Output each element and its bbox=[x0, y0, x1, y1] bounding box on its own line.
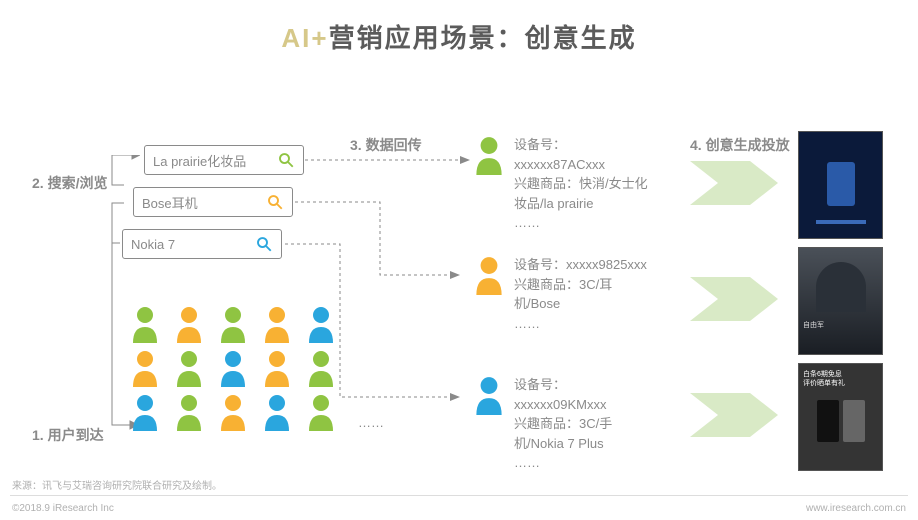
website: www.iresearch.com.cn bbox=[806, 503, 906, 514]
ad-creative-3: 白条6期免息评价晒单有礼 bbox=[798, 363, 883, 471]
search-text: Bose耳机 bbox=[142, 193, 266, 212]
source-text: 来源：讯飞与艾瑞咨询研究院联合研究及绘制。 bbox=[12, 477, 222, 492]
copyright: ©2018.9 iResearch Inc bbox=[12, 503, 114, 514]
device-id: 设备号：xxxxxx09KMxxx bbox=[514, 375, 654, 414]
page-title: AI+营销应用场景：创意生成 bbox=[0, 0, 918, 55]
ad-creative-2: 自由军 bbox=[798, 247, 883, 355]
person-icon bbox=[174, 305, 204, 343]
title-part1: AI+ bbox=[281, 23, 328, 53]
step-3-label: 3. 数据回传 bbox=[350, 135, 422, 155]
search-icon bbox=[255, 235, 273, 253]
interest: 兴趣商品：3C/手机/Nokia 7 Plus bbox=[514, 414, 654, 453]
search-text: La prairie化妆品 bbox=[153, 151, 277, 170]
connector-1 bbox=[300, 153, 500, 173]
chevron-arrow-3 bbox=[690, 393, 780, 437]
divider bbox=[10, 495, 908, 496]
profile-2: 设备号：xxxxx9825xxx兴趣商品：3C/耳机/Bose…… bbox=[472, 255, 654, 333]
person-icon bbox=[174, 393, 204, 431]
search-box-1: La prairie化妆品 bbox=[144, 145, 304, 175]
interest: 兴趣商品：快消/女士化妆品/la prairie bbox=[514, 174, 654, 213]
step-4-label: 4. 创意生成投放 bbox=[690, 135, 790, 155]
person-icon bbox=[130, 349, 160, 387]
step-1-label: 1. 用户到达 bbox=[32, 425, 104, 445]
title-part2: 营销应用场景：创意生成 bbox=[329, 23, 637, 53]
person-icon bbox=[472, 135, 506, 175]
more: …… bbox=[514, 213, 654, 233]
diagram-content: 2. 搜索/浏览 1. 用户到达 3. 数据回传 4. 创意生成投放 La pr… bbox=[0, 65, 918, 505]
search-text: Nokia 7 bbox=[131, 237, 255, 252]
connector-3 bbox=[280, 239, 490, 419]
chevron-arrow-2 bbox=[690, 277, 780, 321]
profile-3: 设备号：xxxxxx09KMxxx兴趣商品：3C/手机/Nokia 7 Plus… bbox=[472, 375, 654, 473]
ad-creative-1 bbox=[798, 131, 883, 239]
step-2-label: 2. 搜索/浏览 bbox=[32, 173, 107, 193]
search-box-2: Bose耳机 bbox=[133, 187, 293, 217]
person-icon bbox=[218, 393, 248, 431]
profile-1: 设备号：xxxxxx87ACxxx兴趣商品：快消/女士化妆品/la prairi… bbox=[472, 135, 654, 233]
person-icon bbox=[130, 393, 160, 431]
person-icon bbox=[472, 375, 506, 415]
chevron-arrow-1 bbox=[690, 161, 780, 205]
search-icon bbox=[266, 193, 284, 211]
person-icon bbox=[130, 305, 160, 343]
search-icon bbox=[277, 151, 295, 169]
more: …… bbox=[514, 453, 654, 473]
person-icon bbox=[174, 349, 204, 387]
person-icon bbox=[218, 305, 248, 343]
person-icon bbox=[218, 349, 248, 387]
interest: 兴趣商品：3C/耳机/Bose bbox=[514, 275, 654, 314]
person-icon bbox=[472, 255, 506, 295]
more: …… bbox=[514, 314, 654, 334]
device-id: 设备号：xxxxxx87ACxxx bbox=[514, 135, 654, 174]
search-box-3: Nokia 7 bbox=[122, 229, 282, 259]
device-id: 设备号：xxxxx9825xxx bbox=[514, 255, 654, 275]
